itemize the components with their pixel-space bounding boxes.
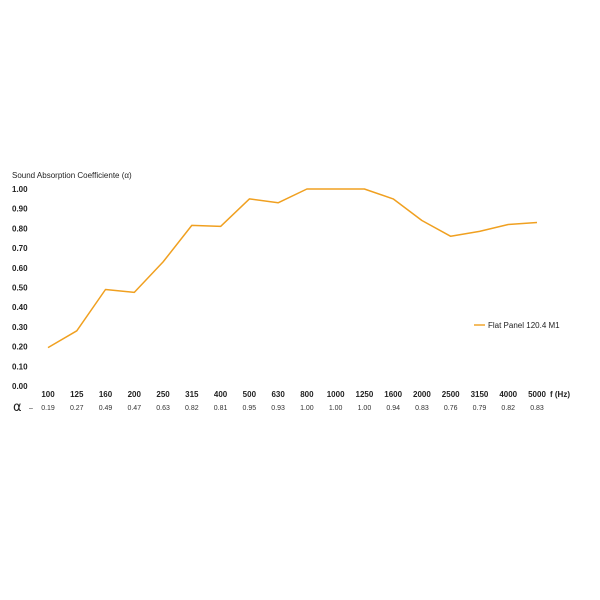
x-tick-label: 2500 [442,390,460,399]
alpha-value-label: 0.82 [185,405,199,412]
x-tick-label: 630 [271,390,285,399]
series-line [47,188,538,349]
alpha-value-label: 0.63 [156,405,170,412]
x-tick-label: 100 [41,390,55,399]
x-tick-label: 400 [214,390,228,399]
x-tick-label: 315 [185,390,199,399]
alpha-value-label: 0.27 [70,405,84,412]
x-tick-label: 3150 [471,390,489,399]
x-tick-label: 250 [156,390,170,399]
x-tick-label: 500 [243,390,257,399]
x-tick-label: 800 [300,390,314,399]
x-axis-title: f (Hz) [550,390,570,399]
x-tick-label: 2000 [413,390,431,399]
x-tick-label: 4000 [499,390,517,399]
x-tick-label: 1250 [356,390,374,399]
alpha-row-dash: – [29,405,33,412]
x-tick-label: 160 [99,390,113,399]
alpha-value-label: 0.83 [415,405,429,412]
alpha-value-label: 0.19 [41,405,55,412]
x-tick-label: 200 [128,390,142,399]
alpha-value-label: 1.00 [300,405,314,412]
y-tick-label: 0.60 [12,264,28,273]
x-tick-label: 1000 [327,390,345,399]
alpha-value-label: 0.47 [127,405,141,412]
alpha-value-labels: 0.19 0.27 0.49 0.47 0.63 0.82 0.81 0.95 0.93 1.00… [41,405,544,412]
alpha-value-label: 0.94 [386,405,400,412]
alpha-value-label: 0.95 [243,405,257,412]
alpha-row-label: α [13,400,22,415]
y-tick-label: 0.10 [12,362,28,371]
y-tick-label: 0.40 [12,303,28,312]
alpha-value-label: 0.83 [530,405,544,412]
y-tick-label: 0.90 [12,205,28,214]
x-tick-label: 1600 [384,390,402,399]
alpha-value-label: 0.82 [501,405,515,412]
legend: Flat Panel 120.4 M1 [474,321,560,330]
y-tick-label: 0.30 [12,323,28,332]
alpha-value-label: 0.79 [473,405,487,412]
y-tick-labels: 0.00 0.10 0.20 0.30 0.40 0.50 0.60 0.70 0.80 0.90… [12,185,28,391]
alpha-value-label: 0.49 [99,405,113,412]
series-lines [47,188,538,349]
x-tick-labels: 100 125 160 200 250 315 400 500 630 800 1000 1250 16… [41,390,546,399]
y-tick-label: 0.80 [12,224,28,233]
alpha-value-label: 0.93 [271,405,285,412]
y-axis-title: Sound Absorption Coefficiente (α) [12,171,132,180]
x-tick-label: 5000 [528,390,546,399]
y-tick-label: 0.20 [12,343,28,352]
x-tick-label: 125 [70,390,84,399]
alpha-value-label: 0.81 [214,405,228,412]
y-tick-label: 1.00 [12,185,28,194]
y-tick-label: 0.50 [12,284,28,293]
alpha-value-label: 1.00 [329,405,343,412]
alpha-value-label: 1.00 [358,405,372,412]
legend-label: Flat Panel 120.4 M1 [488,321,560,330]
alpha-value-label: 0.76 [444,405,458,412]
y-tick-label: 0.00 [12,382,28,391]
y-tick-label: 0.70 [12,244,28,253]
